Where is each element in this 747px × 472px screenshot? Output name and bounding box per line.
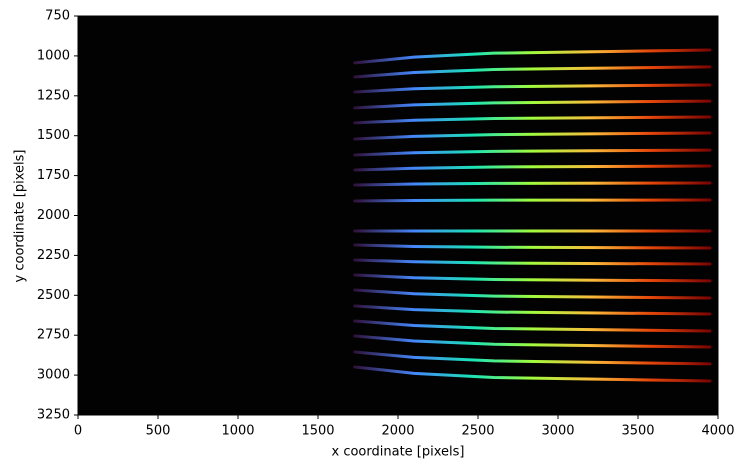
spectral-trace	[353, 288, 712, 300]
plot-background	[78, 16, 718, 415]
spectral-trace	[353, 115, 712, 125]
spectral-trace	[353, 334, 712, 349]
y-tick-label: 3000	[37, 368, 70, 383]
x-tick-label: 500	[146, 424, 171, 439]
y-tick-label: 750	[45, 9, 70, 24]
x-tick-label: 2000	[381, 424, 414, 439]
spectral-trace	[353, 365, 712, 383]
spectral-trace	[353, 99, 712, 110]
spectral-trace	[353, 243, 712, 250]
spectral-trace	[353, 131, 712, 141]
y-tick-label: 3250	[37, 408, 70, 423]
spectral-trace	[353, 319, 712, 333]
x-tick-label: 3000	[541, 424, 574, 439]
spectral-trace	[353, 273, 712, 283]
x-tick-label: 1000	[221, 424, 254, 439]
y-tick-label: 1500	[37, 128, 70, 143]
spectral-trace	[353, 83, 712, 94]
x-tick-label: 4000	[701, 424, 734, 439]
y-tick-label: 2500	[37, 288, 70, 303]
y-axis-label: y coordinate [pixels]	[13, 150, 28, 283]
spectral-trace	[353, 198, 712, 203]
x-tick-label: 3500	[621, 424, 654, 439]
spectral-trace	[353, 350, 712, 366]
y-tick-label: 1750	[37, 168, 70, 183]
spectral-trace	[353, 181, 712, 187]
x-tick-label: 1500	[301, 424, 334, 439]
spectral-trace	[353, 258, 712, 266]
spectral-trace	[353, 304, 712, 316]
x-tick-label: 2500	[461, 424, 494, 439]
x-tick-label: 0	[74, 424, 82, 439]
y-tick-label: 1250	[37, 88, 70, 103]
y-tick-label: 2750	[37, 328, 70, 343]
spectral-trace	[353, 48, 712, 65]
y-tick-label: 1000	[37, 48, 70, 63]
x-axis-label: x coordinate [pixels]	[332, 445, 465, 460]
spectral-trace	[353, 164, 712, 172]
y-tick-label: 2250	[37, 248, 70, 263]
spectral-trace	[353, 65, 712, 79]
y-tick-label: 2000	[37, 208, 70, 223]
spectral-trace	[353, 148, 712, 157]
